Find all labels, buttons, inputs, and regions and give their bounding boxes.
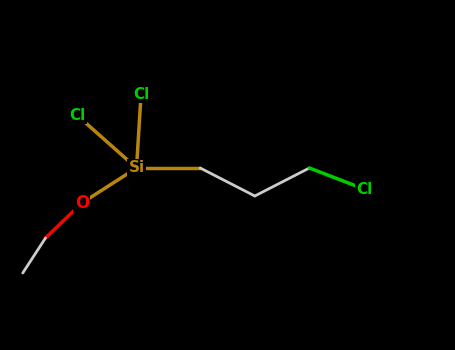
Text: O: O — [75, 194, 89, 212]
Text: Cl: Cl — [69, 108, 86, 123]
Text: Cl: Cl — [356, 182, 372, 196]
Text: Si: Si — [128, 161, 145, 175]
Text: Cl: Cl — [133, 87, 149, 102]
